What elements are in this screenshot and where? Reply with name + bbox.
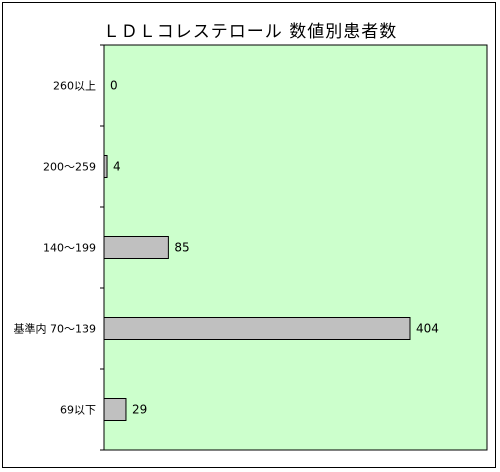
chart-title: ＬＤＬコレステロール 数値別患者数 — [102, 22, 398, 42]
category-label: 200～259 — [43, 161, 96, 174]
bar-value-label: 85 — [174, 241, 189, 255]
bar-value-label: 404 — [416, 322, 439, 336]
bar — [103, 398, 127, 421]
bar — [103, 317, 411, 340]
bar-value-label: 29 — [132, 403, 147, 417]
bar-value-label: 4 — [113, 160, 121, 174]
bar — [103, 236, 169, 259]
category-label: 基準内 70～139 — [14, 322, 97, 336]
category-label: 69以下 — [60, 404, 96, 417]
bar-value-label: 0 — [110, 79, 118, 93]
category-label: 140～199 — [43, 242, 96, 255]
category-label: 260以上 — [53, 80, 96, 93]
